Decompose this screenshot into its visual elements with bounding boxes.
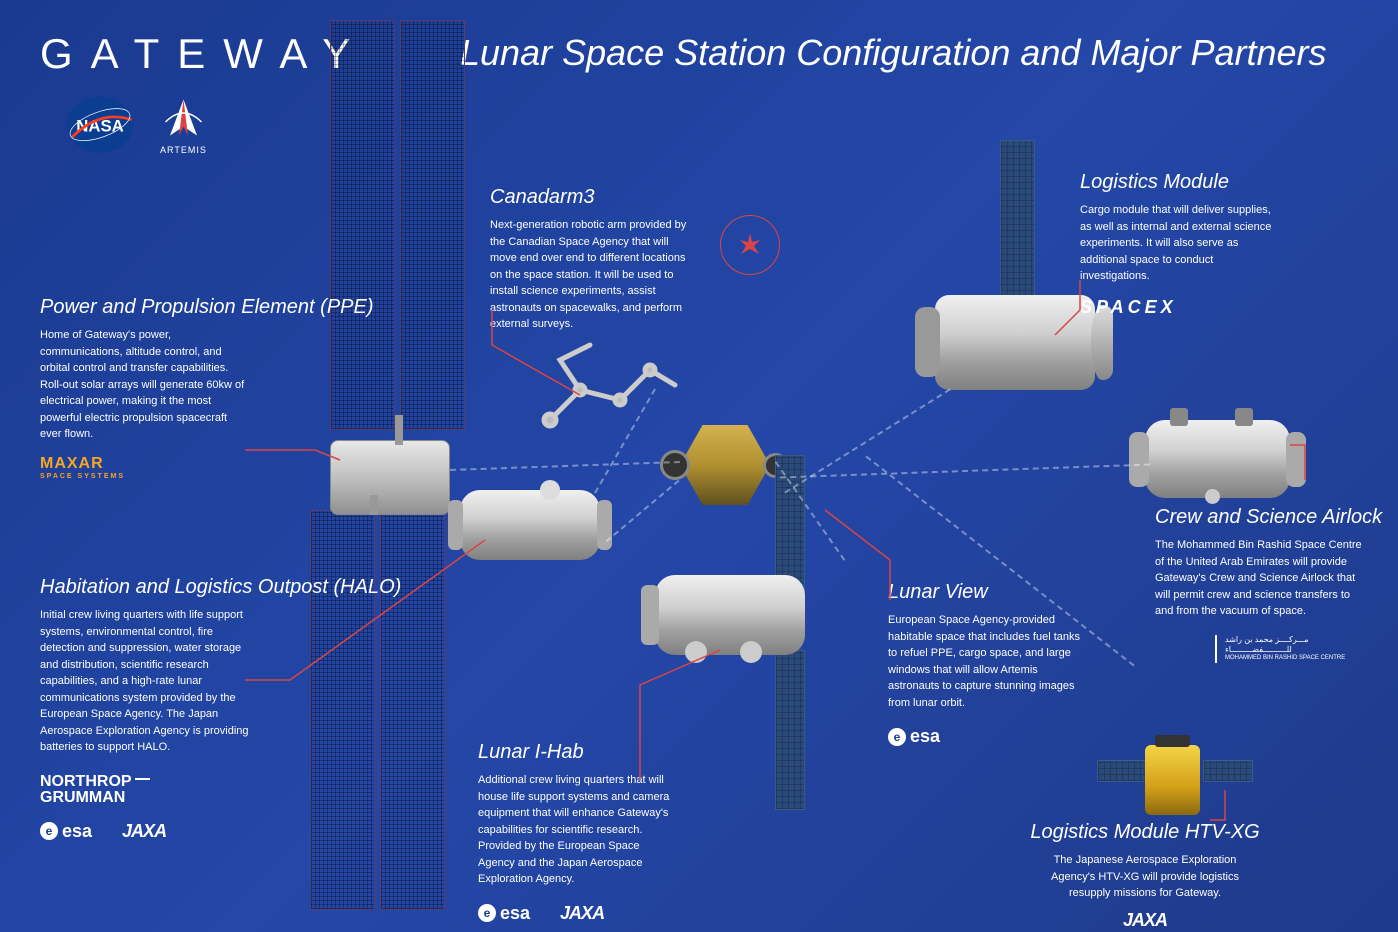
logistics-graphic bbox=[935, 295, 1095, 390]
htv-label: Logistics Module HTV-XG The Japanese Aer… bbox=[1005, 820, 1285, 931]
htv-desc: The Japanese Aerospace Exploration Agenc… bbox=[1035, 852, 1255, 902]
page-title: Lunar Space Station Configuration and Ma… bbox=[460, 32, 1327, 74]
logistics-title: Logistics Module bbox=[1080, 170, 1275, 194]
ppe-title: Power and Propulsion Element (PPE) bbox=[40, 295, 374, 319]
nasa-logo-icon: NASA bbox=[65, 95, 135, 155]
agency-logos: NASA ARTEMIS bbox=[65, 95, 207, 155]
csa-logo bbox=[720, 215, 780, 275]
airlock-desc: The Mohammed Bin Rashid Space Centre of … bbox=[1155, 537, 1365, 620]
airlock-label: Crew and Science Airlock The Mohammed Bi… bbox=[1155, 505, 1382, 663]
artemis-logo-icon: ARTEMIS bbox=[160, 95, 207, 155]
ihab-graphic bbox=[655, 575, 805, 655]
spacex-logo: SPACEX bbox=[1080, 297, 1275, 318]
central-hub-graphic bbox=[680, 425, 770, 505]
halo-label: Habitation and Logistics Outpost (HALO) … bbox=[40, 575, 401, 842]
halo-desc: Initial crew living quarters with life s… bbox=[40, 607, 255, 756]
logistics-desc: Cargo module that will deliver supplies,… bbox=[1080, 202, 1275, 285]
mbrsc-logo: مـــركــــز محمد بن راشد للــــــــــفضـ… bbox=[1215, 635, 1382, 664]
airlock-graphic bbox=[1145, 420, 1290, 498]
ppe-label: Power and Propulsion Element (PPE) Home … bbox=[40, 295, 374, 480]
lunarview-title: Lunar View bbox=[888, 580, 1083, 604]
ihab-title: Lunar I-Hab bbox=[478, 740, 678, 764]
ppe-desc: Home of Gateway's power, communications,… bbox=[40, 327, 250, 443]
lunarview-label: Lunar View European Space Agency-provide… bbox=[888, 580, 1083, 747]
gateway-brand: GATEWAY bbox=[40, 30, 368, 78]
lunarview-desc: European Space Agency-provided habitable… bbox=[888, 612, 1083, 711]
airlock-title: Crew and Science Airlock bbox=[1155, 505, 1382, 529]
jaxa-logo: JAXA bbox=[122, 821, 166, 842]
canadarm-graphic bbox=[530, 330, 690, 445]
htv-graphic bbox=[1145, 745, 1200, 815]
halo-graphic bbox=[460, 490, 600, 560]
canadarm-desc: Next-generation robotic arm provided by … bbox=[490, 217, 695, 333]
logistics-label: Logistics Module Cargo module that will … bbox=[1080, 170, 1275, 318]
connection-line bbox=[450, 461, 680, 471]
jaxa-logo-ihab: JAXA bbox=[560, 903, 604, 924]
connection-line bbox=[605, 480, 679, 543]
ihab-desc: Additional crew living quarters that wil… bbox=[478, 772, 678, 888]
esa-logo-ihab: eesa bbox=[478, 903, 530, 924]
connection-line bbox=[784, 388, 950, 493]
jaxa-logo-htv: JAXA bbox=[1005, 910, 1285, 931]
esa-logo: eesa bbox=[40, 821, 92, 842]
connection-line bbox=[780, 464, 1150, 479]
ihab-label: Lunar I-Hab Additional crew living quart… bbox=[478, 740, 678, 924]
htv-title: Logistics Module HTV-XG bbox=[1005, 820, 1285, 844]
canadarm-title: Canadarm3 bbox=[490, 185, 695, 209]
halo-title: Habitation and Logistics Outpost (HALO) bbox=[40, 575, 401, 599]
canadarm-label: Canadarm3 Next-generation robotic arm pr… bbox=[490, 185, 695, 333]
maxar-logo: MAXAR SPACE SYSTEMS bbox=[40, 455, 374, 480]
northrop-logo: NORTHROP GRUMMAN bbox=[40, 774, 401, 806]
esa-logo-lv: eesa bbox=[888, 726, 940, 747]
